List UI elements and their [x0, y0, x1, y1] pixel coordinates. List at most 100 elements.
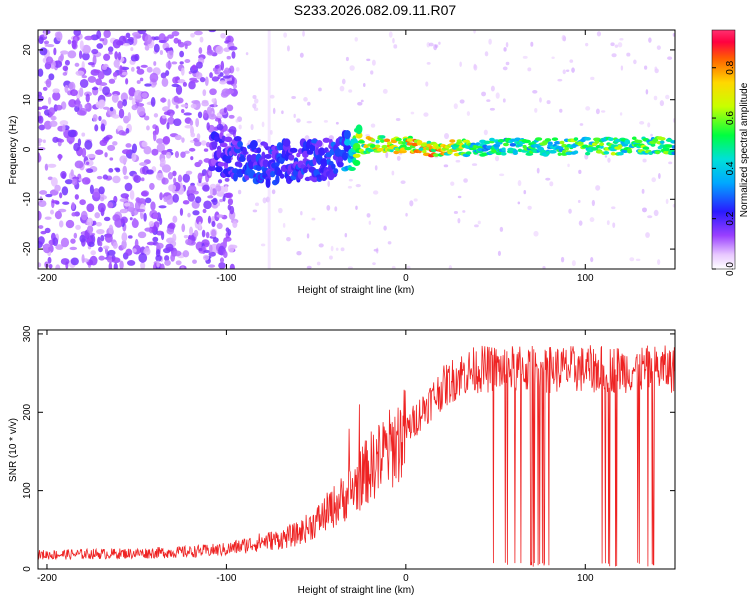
noise-cell	[144, 115, 150, 121]
noise-cell	[645, 89, 649, 95]
noise-cell	[193, 141, 202, 147]
noise-cell	[551, 56, 555, 60]
chart-title: S233.2026.082.09.11.R07	[294, 2, 457, 18]
noise-cell	[150, 97, 156, 107]
ridge-cell	[217, 162, 226, 167]
noise-cell	[175, 104, 179, 109]
ridge-cell	[573, 150, 579, 154]
noise-cell	[49, 120, 58, 127]
noise-cell	[212, 237, 219, 243]
noise-cell	[227, 244, 235, 253]
noise-cell	[503, 47, 507, 52]
noise-cell	[112, 141, 118, 146]
noise-cell	[202, 89, 207, 97]
noise-cell	[330, 245, 334, 252]
noise-cell	[477, 220, 481, 225]
x-tick-label: -100	[216, 573, 236, 584]
noise-cell	[103, 53, 111, 61]
noise-cell	[177, 174, 183, 183]
noise-cell	[99, 197, 105, 202]
ridge-cell	[237, 140, 243, 148]
noise-cell	[133, 175, 142, 183]
noise-cell	[148, 220, 155, 228]
noise-cell	[192, 210, 200, 216]
noise-cell	[102, 106, 110, 110]
noise-cell	[81, 75, 88, 79]
noise-cell	[162, 115, 167, 119]
noise-cell	[152, 236, 159, 243]
noise-cell	[167, 117, 175, 125]
noise-cell	[269, 94, 275, 99]
ridge-cell	[309, 144, 316, 152]
noise-cell	[611, 206, 616, 210]
noise-cell	[144, 34, 153, 45]
noise-cell	[459, 99, 465, 104]
noise-cell	[130, 47, 134, 52]
noise-cell	[281, 110, 284, 115]
noise-cell	[209, 186, 213, 197]
noise-cell	[206, 49, 214, 56]
noise-cell	[170, 253, 176, 262]
noise-cell	[179, 207, 184, 216]
noise-cell	[112, 72, 118, 77]
noise-cell	[108, 224, 114, 235]
ridge-cell	[357, 140, 365, 144]
noise-cell	[172, 76, 179, 84]
noise-cell	[254, 202, 260, 207]
snr-ticks: -200 -100 0 100 0 100 200 300	[22, 325, 675, 584]
noise-cell	[58, 153, 62, 161]
noise-cell	[44, 216, 52, 220]
ridge-cell	[655, 150, 661, 155]
noise-cell	[189, 226, 194, 236]
ridge-cell	[416, 140, 423, 144]
noise-cell	[48, 264, 53, 269]
noise-cell	[156, 143, 166, 153]
ridge-cell	[501, 147, 506, 151]
ridge-cell	[237, 173, 243, 178]
noise-cell	[463, 178, 468, 183]
noise-cell	[182, 173, 191, 183]
noise-cell	[56, 31, 63, 42]
noise-cell	[130, 54, 139, 62]
noise-cell	[392, 37, 395, 44]
noise-cell	[172, 170, 177, 177]
noise-cell	[62, 65, 69, 72]
ridge-cell	[333, 168, 339, 175]
noise-cell	[229, 263, 235, 269]
ridge-cell	[489, 137, 495, 142]
noise-cell	[252, 209, 258, 213]
noise-cell	[55, 244, 64, 250]
noise-cell	[559, 108, 563, 113]
noise-cell	[122, 99, 128, 107]
noise-cell	[47, 163, 57, 168]
noise-cell	[457, 195, 462, 199]
noise-cell	[73, 142, 81, 152]
ridge-cell	[593, 137, 601, 142]
noise-cell	[647, 122, 651, 128]
noise-cell	[64, 59, 70, 66]
noise-cell	[569, 59, 574, 63]
noise-cell	[59, 120, 69, 126]
noise-cell	[180, 151, 186, 158]
ridge-cell	[551, 137, 559, 141]
ridge-cell	[635, 139, 643, 144]
noise-cell	[620, 65, 624, 71]
noise-cell	[462, 210, 466, 213]
noise-cell	[182, 250, 190, 258]
noise-cell	[156, 260, 160, 268]
noise-cell	[203, 200, 212, 210]
noise-cell	[54, 184, 61, 192]
noise-cell	[40, 230, 47, 235]
noise-cell	[499, 226, 504, 232]
noise-cell	[190, 103, 197, 109]
noise-cell	[39, 47, 48, 56]
noise-cell	[112, 175, 121, 184]
noise-cell	[578, 169, 582, 174]
noise-cell	[180, 266, 185, 269]
noise-cell	[50, 209, 54, 215]
ridge-cell	[426, 140, 432, 145]
noise-cell	[90, 250, 96, 256]
noise-cell	[81, 147, 87, 158]
noise-cell	[484, 51, 489, 57]
noise-cell	[119, 260, 124, 269]
